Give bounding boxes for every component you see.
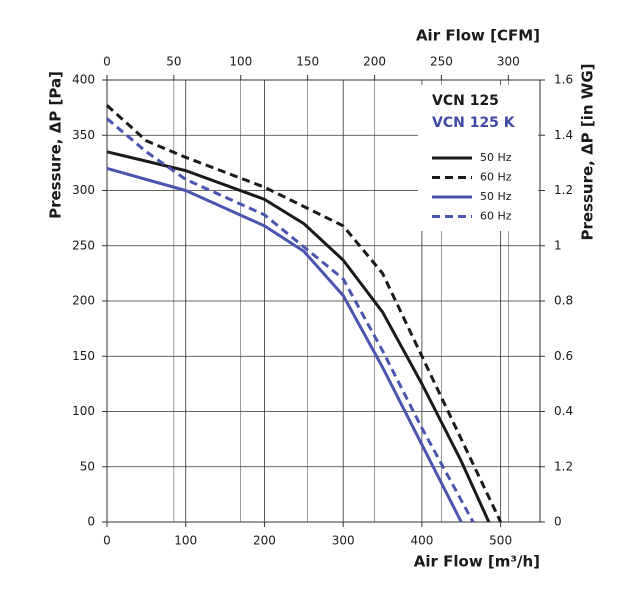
x2-axis-title: Air Flow [CFM]: [416, 27, 540, 45]
y2-tick-label: 0.4: [554, 404, 573, 418]
legend-label: 50 Hz: [480, 151, 512, 164]
x2-tick-label: 200: [363, 55, 386, 69]
x2-tick-label: 150: [296, 55, 319, 69]
legend-title: VCN 125 K: [432, 115, 516, 131]
x2-tick-label: 100: [229, 55, 252, 69]
y2-axis-title: Pressure, ΔP [in WG]: [579, 63, 597, 240]
legend-label: 50 Hz: [480, 190, 512, 203]
y-tick-label: 400: [72, 73, 95, 87]
y-tick-label: 200: [72, 294, 95, 308]
x-tick-label: 500: [489, 534, 512, 548]
y-axis-title: Pressure, ΔP [Pa]: [47, 71, 65, 219]
x2-tick-label: 0: [103, 55, 111, 69]
y2-tick-label: 1: [554, 238, 562, 252]
y2-tick-label: 1.4: [554, 128, 573, 142]
x-tick-label: 400: [410, 534, 433, 548]
y-tick-label: 0: [87, 515, 95, 529]
y2-tick-label: 1.6: [554, 73, 573, 87]
y-tick-label: 150: [72, 349, 95, 363]
x-tick-label: 100: [174, 534, 197, 548]
y-tick-label: 300: [72, 183, 95, 197]
legend-label: 60 Hz: [480, 210, 512, 223]
y-tick-label: 100: [72, 404, 95, 418]
curve: [105, 104, 502, 523]
legend-title: VCN 125: [432, 93, 499, 109]
curve: [106, 166, 463, 523]
x2-tick-label: 300: [497, 55, 520, 69]
y2-tick-label: 1.2: [554, 459, 573, 473]
x-tick-label: 300: [332, 534, 355, 548]
x-axis-title: Air Flow [m³/h]: [414, 553, 540, 571]
x2-tick-label: 50: [166, 55, 181, 69]
plot-frame: [106, 79, 541, 523]
x2-tick-label: 250: [430, 55, 453, 69]
curve: [106, 150, 491, 523]
x-tick-label: 0: [103, 534, 111, 548]
y2-tick-label: 0.8: [554, 294, 573, 308]
y-tick-label: 350: [72, 128, 95, 142]
x-tick-label: 200: [253, 534, 276, 548]
curve: [106, 117, 475, 523]
y-tick-label: 50: [80, 459, 95, 473]
legend-label: 60 Hz: [480, 171, 512, 184]
y2-tick-label: 0.6: [554, 349, 573, 363]
y-tick-label: 250: [72, 238, 95, 252]
y2-tick-label: 0: [554, 515, 562, 529]
y2-tick-label: 1.2: [554, 183, 573, 197]
